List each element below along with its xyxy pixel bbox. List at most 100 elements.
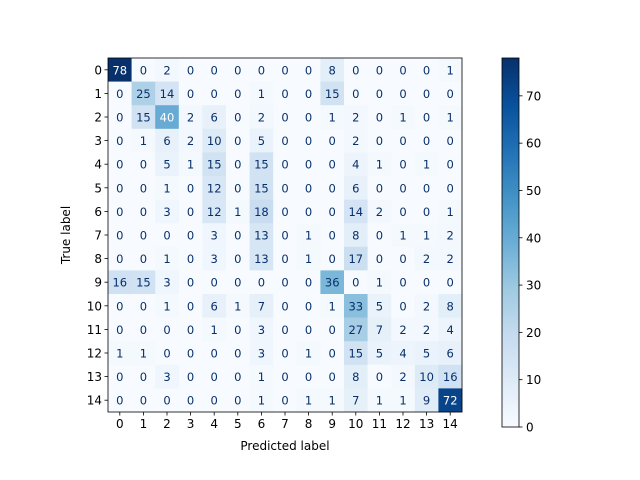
cell-value: 2 xyxy=(258,111,265,125)
matrix-cell xyxy=(367,58,392,82)
cell-value: 0 xyxy=(281,205,288,219)
cell-value: 0 xyxy=(116,299,123,313)
matrix-cell xyxy=(438,246,463,271)
matrix-cell xyxy=(226,341,250,366)
cell-value: 6 xyxy=(163,134,170,148)
y-tick-label: 6 xyxy=(94,205,102,219)
matrix-cell xyxy=(131,176,156,200)
cell-value: 0 xyxy=(423,181,430,195)
cell-value: 0 xyxy=(116,252,123,266)
matrix-cell xyxy=(226,105,250,130)
matrix-cell xyxy=(226,176,250,200)
matrix-cell xyxy=(108,317,132,342)
colorbar-tick-label: 0 xyxy=(526,421,534,435)
matrix-cell xyxy=(108,270,132,295)
matrix-cell xyxy=(296,246,321,271)
x-tick-label: 4 xyxy=(210,417,218,431)
cell-value: 0 xyxy=(447,158,454,172)
matrix-cell xyxy=(155,105,180,130)
matrix-cell xyxy=(273,364,298,389)
cell-value: 0 xyxy=(187,181,194,195)
cell-value: 4 xyxy=(447,323,454,337)
matrix-cell xyxy=(178,223,203,248)
cell-value: 0 xyxy=(376,87,383,101)
matrix-cell xyxy=(249,364,274,389)
cell-value: 0 xyxy=(140,252,147,266)
cell-value: 0 xyxy=(329,229,336,243)
matrix-cell xyxy=(367,270,392,295)
cell-value: 8 xyxy=(447,299,454,313)
cell-value: 0 xyxy=(140,158,147,172)
cell-value: 0 xyxy=(211,347,218,361)
matrix-cell xyxy=(273,270,298,295)
cell-value: 0 xyxy=(305,181,312,195)
cell-value: 0 xyxy=(163,394,170,408)
matrix-cell xyxy=(202,152,227,177)
cell-value: 2 xyxy=(376,205,383,219)
cell-value: 0 xyxy=(234,63,241,77)
cell-value: 0 xyxy=(423,111,430,125)
matrix-cell xyxy=(108,246,132,271)
matrix-cell xyxy=(391,317,416,342)
matrix-cell xyxy=(108,58,132,82)
cell-value: 0 xyxy=(234,158,241,172)
matrix-cell xyxy=(178,388,203,413)
matrix-cell xyxy=(249,223,274,248)
matrix-cell xyxy=(249,152,274,177)
matrix-cell xyxy=(344,317,368,342)
matrix-cell xyxy=(178,176,203,200)
cell-value: 0 xyxy=(234,87,241,101)
cell-value: 0 xyxy=(187,229,194,243)
cell-value: 1 xyxy=(116,347,123,361)
cell-value: 0 xyxy=(187,347,194,361)
matrix-cell xyxy=(273,105,298,130)
cell-value: 0 xyxy=(399,63,406,77)
matrix-cell xyxy=(296,223,321,248)
cell-value: 0 xyxy=(399,158,406,172)
cell-value: 0 xyxy=(423,87,430,101)
cell-value: 5 xyxy=(376,347,383,361)
matrix-cell xyxy=(131,152,156,177)
cell-value: 14 xyxy=(348,205,363,219)
cell-value: 15 xyxy=(325,87,340,101)
cell-value: 1 xyxy=(258,370,265,384)
matrix-cell xyxy=(108,152,132,177)
cell-value: 0 xyxy=(399,252,406,266)
cell-value: 1 xyxy=(163,252,170,266)
cell-value: 1 xyxy=(376,394,383,408)
cell-value: 1 xyxy=(163,299,170,313)
matrix-cell xyxy=(391,81,416,106)
matrix-cell xyxy=(202,341,227,366)
y-tick-label: 9 xyxy=(94,276,102,290)
matrix-cell xyxy=(438,341,463,366)
matrix-cell xyxy=(391,128,416,153)
matrix-cell xyxy=(202,105,227,130)
cell-value: 5 xyxy=(163,158,170,172)
matrix-cell xyxy=(178,294,203,318)
cell-value: 0 xyxy=(163,229,170,243)
matrix-cell xyxy=(344,364,368,389)
cell-value: 0 xyxy=(399,87,406,101)
cell-value: 8 xyxy=(329,63,336,77)
x-tick-label: 6 xyxy=(258,417,266,431)
matrix-cell xyxy=(178,199,203,224)
cell-value: 0 xyxy=(399,299,406,313)
y-tick-label: 4 xyxy=(94,158,102,172)
matrix-cell xyxy=(131,364,156,389)
matrix-cell xyxy=(391,152,416,177)
matrix-cell xyxy=(296,176,321,200)
cell-value: 1 xyxy=(305,229,312,243)
cell-value: 15 xyxy=(207,158,222,172)
matrix-cell xyxy=(108,176,132,200)
cell-value: 13 xyxy=(254,229,269,243)
matrix-cell xyxy=(367,341,392,366)
cell-value: 0 xyxy=(234,370,241,384)
cell-value: 0 xyxy=(140,229,147,243)
cell-value: 1 xyxy=(305,252,312,266)
y-tick-label: 13 xyxy=(87,370,102,384)
cell-value: 2 xyxy=(163,63,170,77)
matrix-cell xyxy=(320,176,345,200)
matrix-cell xyxy=(108,341,132,366)
matrix-cell xyxy=(178,128,203,153)
matrix-cell xyxy=(249,176,274,200)
